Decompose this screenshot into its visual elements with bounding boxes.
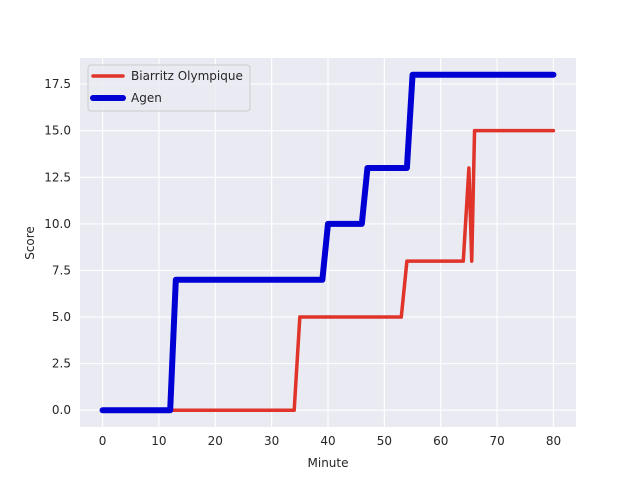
x-tick-label: 70 bbox=[489, 434, 504, 448]
y-tick-label: 12.5 bbox=[44, 170, 71, 184]
series-line-0 bbox=[100, 128, 556, 412]
x-tick-label: 30 bbox=[264, 434, 279, 448]
y-tick-label: 0.0 bbox=[52, 403, 71, 417]
x-tick-label: 40 bbox=[320, 434, 335, 448]
y-tick-label: 2.5 bbox=[52, 357, 71, 371]
legend: Biarritz Olympique Agen bbox=[87, 64, 251, 112]
y-tick-label: 15.0 bbox=[44, 124, 71, 138]
x-tick-label: 50 bbox=[377, 434, 392, 448]
x-tick-label: 80 bbox=[546, 434, 561, 448]
series-line-1 bbox=[99, 71, 557, 414]
y-axis-label: Score bbox=[23, 226, 37, 260]
x-tick-label: 60 bbox=[433, 434, 448, 448]
legend-label: Agen bbox=[131, 91, 162, 105]
legend-label: Biarritz Olympique bbox=[131, 69, 243, 83]
y-tick-label: 17.5 bbox=[44, 77, 71, 91]
y-tick-label: 5.0 bbox=[52, 310, 71, 324]
series-layer bbox=[99, 71, 557, 414]
x-tick-label: 10 bbox=[151, 434, 166, 448]
x-tick-label: 0 bbox=[99, 434, 107, 448]
x-axis-label: Minute bbox=[308, 456, 349, 470]
y-tick-label: 7.5 bbox=[52, 263, 71, 277]
y-axis-ticks: 0.0 2.5 5.0 7.5 10.0 12.5 15.0 17.5 bbox=[44, 77, 71, 417]
x-tick-label: 20 bbox=[208, 434, 223, 448]
y-tick-label: 10.0 bbox=[44, 217, 71, 231]
x-axis-ticks: 0 10 20 30 40 50 60 70 80 bbox=[99, 434, 561, 448]
legend-box bbox=[87, 64, 251, 112]
